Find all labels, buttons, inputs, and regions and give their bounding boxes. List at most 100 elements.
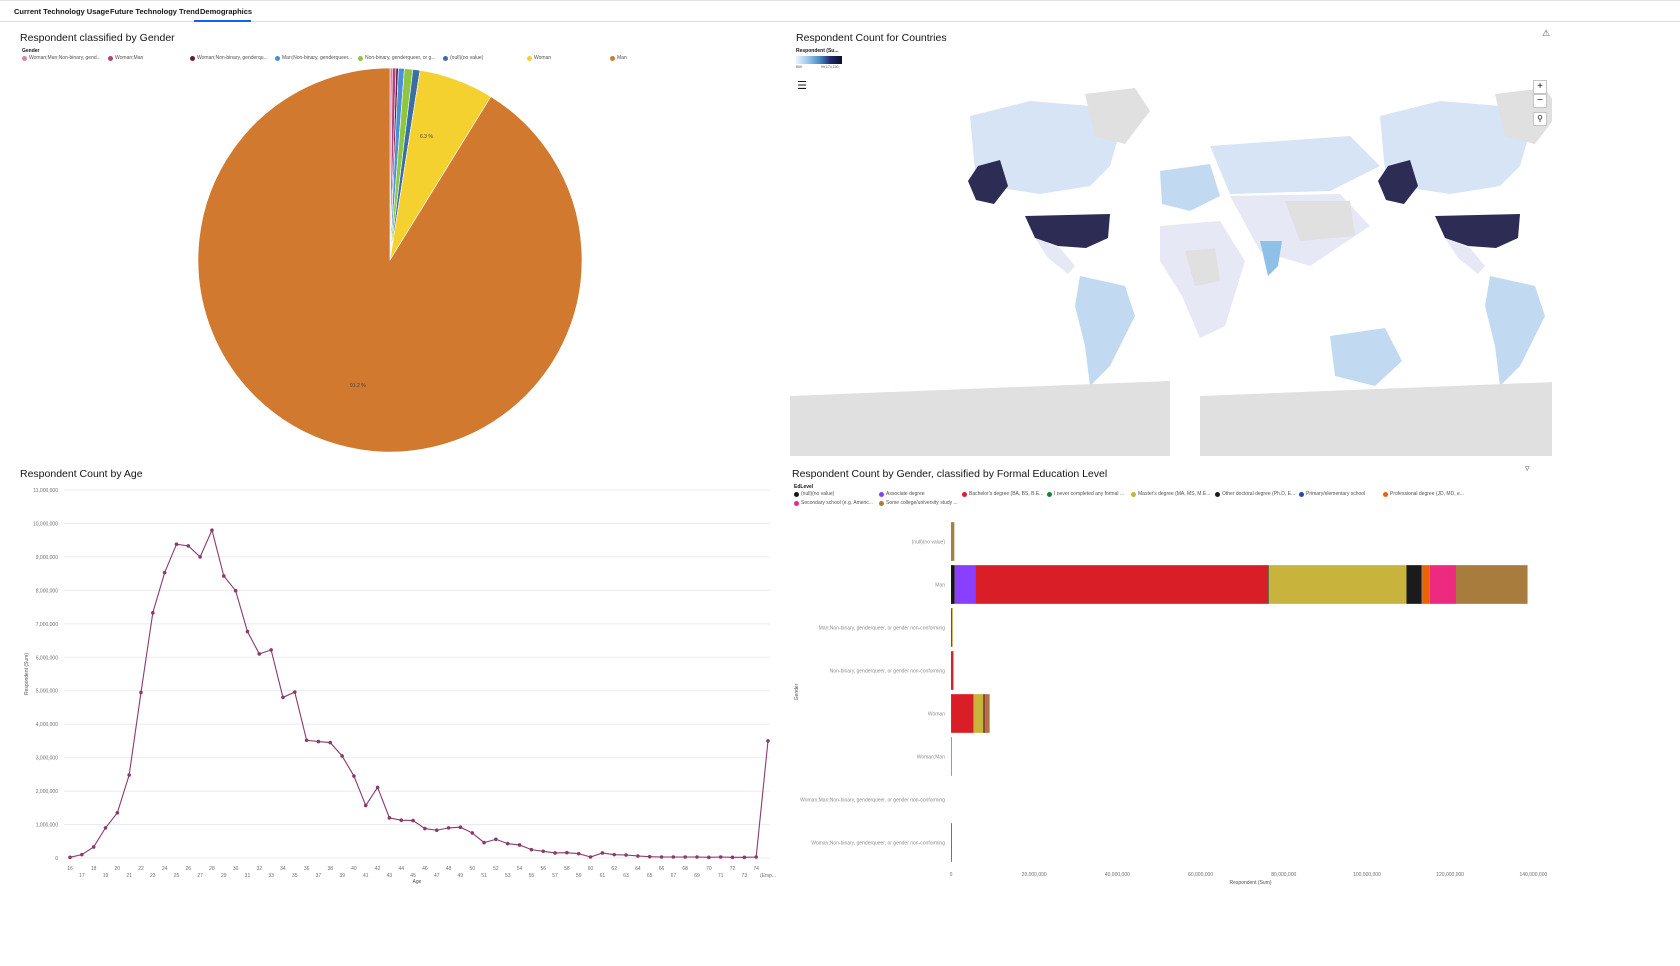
age-data-point (127, 773, 131, 777)
age-data-point (742, 855, 747, 860)
x-tick-label: 80,000,000 (1271, 872, 1296, 878)
edu-legend-item[interactable]: I never completed any formal ... (1047, 491, 1124, 497)
legend-label: Secondary school (e.g. Americ... (801, 500, 873, 506)
x-tick-label: 42 (375, 866, 381, 872)
gender-legend-item[interactable]: Woman (527, 55, 551, 61)
legend-swatch (1299, 491, 1304, 497)
edu-legend-item[interactable]: Bachelor's degree (BA, BS, B.E... (962, 491, 1043, 497)
age-line-chart: 0 1,000,000 2,000,000 3,000,000 4,000,000 5,0… (24, 488, 776, 885)
gender-pie-chart (197, 67, 583, 453)
warning-icon[interactable]: ⚠ (1542, 28, 1551, 38)
country-africa-grey (1185, 248, 1220, 286)
x-tick-label: 40,000,000 (1105, 872, 1130, 878)
x-tick-label: 21 (126, 873, 132, 879)
x-tick-label: 30 (233, 866, 239, 872)
x-tick-label: 29 (221, 873, 227, 879)
x-tick-label: 51 (481, 873, 487, 879)
gender-legend-item[interactable]: Man (610, 55, 627, 61)
y-category-label: Man;Non-binary, genderqueer, or gender n… (819, 626, 946, 632)
edu-legend-item[interactable]: Secondary school (e.g. Americ... (794, 500, 873, 506)
x-tick-label: 16 (67, 866, 73, 872)
x-tick-label: 0 (950, 872, 953, 878)
gender-legend-item[interactable]: (null)(no value) (443, 55, 483, 61)
gender-legend-item[interactable]: Non-binary, genderqueer, or g... (358, 55, 436, 61)
country-mexico (1445, 238, 1485, 274)
world-map[interactable] (790, 76, 1552, 456)
age-data-point (766, 739, 770, 743)
x-tick-label: 22 (138, 866, 144, 872)
legend-swatch (879, 500, 884, 506)
edu-legend-item[interactable]: Professional degree (JD, MD, e... (1383, 491, 1464, 497)
x-tick-label: 47 (434, 873, 440, 879)
y-tick-label: 5,000,000 (36, 689, 58, 695)
x-tick-label: 60 (588, 866, 594, 872)
x-tick-label: (Emp... (760, 873, 776, 879)
age-data-point (411, 818, 415, 823)
legend-label: Man (617, 55, 627, 61)
layers-icon[interactable]: ☰ (797, 80, 807, 92)
gender-legend-item[interactable]: Woman;Man;Non-binary, gend... (22, 55, 101, 61)
age-data-point (541, 849, 546, 854)
pie-label-woman: 6.3 % (420, 134, 433, 140)
gender-chart-title: Respondent classified by Gender (20, 32, 175, 44)
y-category-label: (null)(no value) (912, 540, 946, 546)
country-antarctica (790, 381, 1170, 456)
y-tick-label: 9,000,000 (36, 555, 58, 561)
world-copy-a (790, 88, 1402, 456)
age-data-point (304, 738, 309, 743)
country-greenland (1085, 88, 1150, 144)
search-icon[interactable]: ⚲ (1533, 112, 1547, 126)
x-tick-label: 24 (162, 866, 168, 872)
edu-legend-item[interactable]: Associate degree (879, 491, 925, 497)
filter-icon[interactable]: ▿ (1525, 463, 1530, 473)
country-canada (1380, 101, 1530, 194)
y-axis-label: Gender (794, 683, 800, 700)
age-data-point (458, 825, 463, 830)
tab-demographics[interactable]: Demographics (200, 7, 253, 16)
country-australia (1330, 328, 1402, 386)
legend-swatch (108, 55, 113, 61)
zoom-out-button[interactable]: − (1533, 94, 1547, 108)
zoom-in-button[interactable]: + (1533, 80, 1547, 94)
x-tick-label: 68 (682, 866, 688, 872)
edu-legend-item[interactable]: Some college/university study ... (879, 500, 958, 506)
x-tick-label: 52 (493, 866, 499, 872)
y-category-label: Woman;Man (917, 755, 945, 761)
gender-legend-title: Gender (22, 48, 40, 54)
tab-current-technology-usage[interactable]: Current Technology Usage (14, 7, 110, 16)
gender-legend-item[interactable]: Woman;Man (108, 55, 143, 61)
legend-label: Woman;Man;Non-binary, gend... (29, 55, 101, 61)
y-category-label: Woman (928, 712, 945, 718)
legend-swatch (794, 491, 799, 497)
age-data-point (565, 850, 569, 855)
bar-segment (973, 694, 984, 733)
tab-future-technology-trend[interactable]: Future Technology Trend (110, 7, 200, 16)
x-tick-label: 50 (469, 866, 475, 872)
y-category-label: Woman;Man;Non-binary, genderqueer, or ge… (800, 798, 945, 804)
edu-legend-item[interactable]: Other doctoral degree (Ph.D, E... (1215, 491, 1295, 497)
x-tick-label: 65 (647, 873, 653, 879)
x-tick-label: 18 (91, 866, 97, 872)
edu-legend-item[interactable]: Primary/elementary school (1299, 491, 1365, 497)
age-data-point (103, 826, 108, 830)
x-tick-label: 37 (316, 873, 322, 879)
age-data-point (352, 774, 356, 778)
legend-swatch (962, 491, 967, 497)
bar-segment (1406, 565, 1422, 604)
edu-legend-item[interactable]: (null)(no value) (794, 491, 834, 497)
legend-label: Professional degree (JD, MD, e... (1390, 491, 1464, 497)
gender-legend-item[interactable]: Woman;Non-binary, genderqu... (190, 55, 268, 61)
legend-label: Other doctoral degree (Ph.D, E... (1222, 491, 1296, 497)
age-data-point (80, 852, 84, 857)
y-axis-label: Respondent (Sum) (24, 653, 30, 695)
x-tick-label: 70 (706, 866, 712, 872)
y-tick-label: 3,000,000 (36, 756, 58, 762)
edu-legend-item[interactable]: Master's degree (MA, MS, M.E... (1131, 491, 1210, 497)
x-tick-label: 58 (564, 866, 570, 872)
legend-swatch (527, 55, 532, 61)
x-tick-label: 17 (79, 873, 85, 879)
age-data-point (162, 570, 167, 575)
age-data-point (588, 855, 593, 859)
gender-legend-item[interactable]: Man;Non-binary, genderqueer... (275, 55, 352, 61)
x-tick-label: 23 (150, 873, 156, 879)
